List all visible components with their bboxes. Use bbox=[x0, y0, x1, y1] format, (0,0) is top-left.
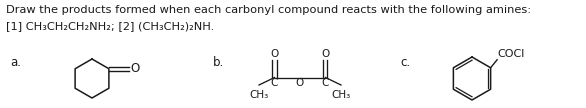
Text: CH₃: CH₃ bbox=[249, 91, 268, 101]
Text: Draw the products formed when each carbonyl compound reacts with the following a: Draw the products formed when each carbo… bbox=[6, 5, 531, 14]
Text: [1] CH₃CH₂CH₂NH₂; [2] (CH₃CH₂)₂NH.: [1] CH₃CH₂CH₂NH₂; [2] (CH₃CH₂)₂NH. bbox=[6, 21, 214, 31]
Text: O: O bbox=[296, 79, 304, 88]
Text: COCl: COCl bbox=[498, 49, 525, 59]
Text: C: C bbox=[322, 79, 329, 88]
Text: O: O bbox=[321, 49, 329, 59]
Text: CH₃: CH₃ bbox=[332, 91, 351, 101]
Text: O: O bbox=[130, 62, 139, 75]
Text: O: O bbox=[270, 49, 278, 59]
Text: b.: b. bbox=[213, 56, 224, 68]
Text: c.: c. bbox=[400, 56, 410, 68]
Text: a.: a. bbox=[10, 56, 21, 68]
Text: C: C bbox=[271, 79, 278, 88]
